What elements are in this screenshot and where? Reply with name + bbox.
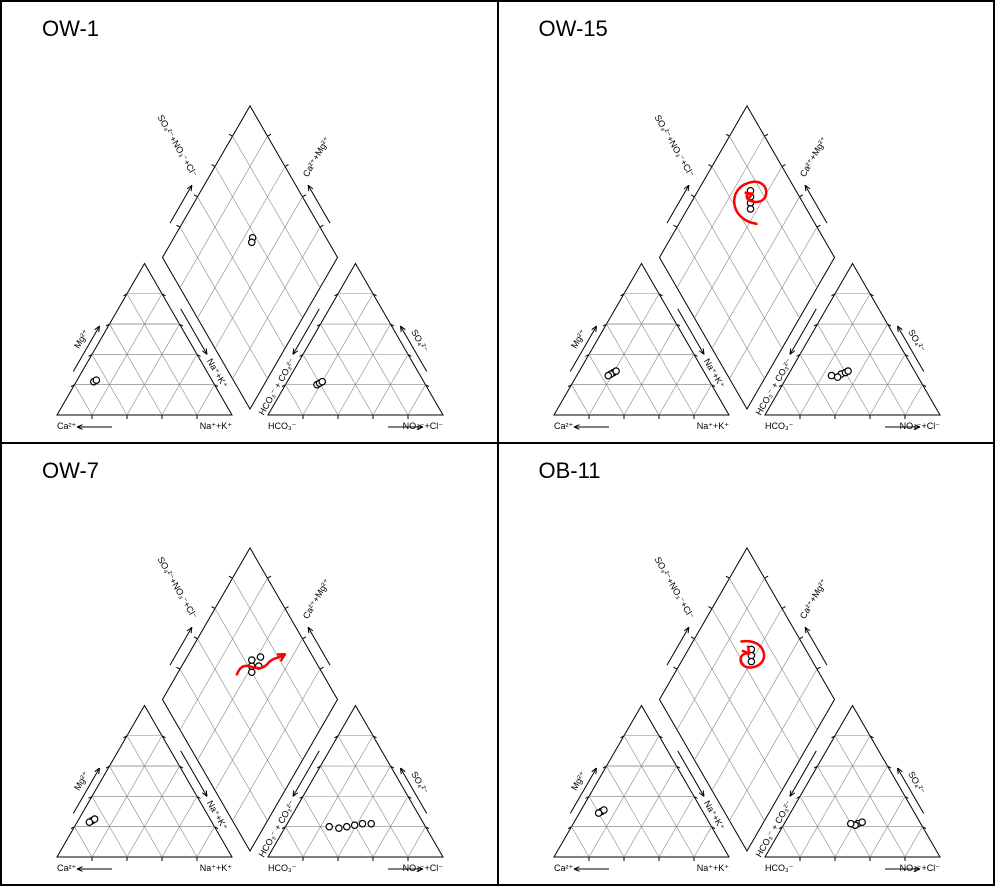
piper-diagram-ow1: Ca²⁺Na⁺+K⁺Mg²⁺Na⁺+K⁺HCO₃⁻NO₃⁻+Cl⁻HCO₃⁻ +… bbox=[2, 2, 498, 443]
piper-diagram-ob11: Ca²⁺Na⁺+K⁺Mg²⁺Na⁺+K⁺HCO₃⁻NO₃⁻+Cl⁻HCO₃⁻ +… bbox=[499, 444, 995, 885]
svg-text:NO₃⁻+Cl⁻: NO₃⁻+Cl⁻ bbox=[403, 863, 444, 873]
svg-text:NO₃⁻+Cl⁻: NO₃⁻+Cl⁻ bbox=[403, 421, 444, 431]
svg-text:NO₃⁻+Cl⁻: NO₃⁻+Cl⁻ bbox=[899, 421, 940, 431]
panel-ow15: OW-15 Ca²⁺Na⁺+K⁺Mg²⁺Na⁺+K⁺HCO₃⁻NO₃⁻+Cl⁻H… bbox=[498, 1, 995, 443]
panel-title: OB-11 bbox=[539, 458, 601, 484]
svg-text:Ca²⁺+Mg²⁺: Ca²⁺+Mg²⁺ bbox=[797, 577, 828, 621]
svg-text:HCO₃⁻: HCO₃⁻ bbox=[765, 863, 794, 873]
svg-text:SO₄²⁻: SO₄²⁻ bbox=[409, 328, 430, 354]
svg-text:HCO₃⁻: HCO₃⁻ bbox=[765, 421, 794, 431]
svg-text:Na⁺+K⁺: Na⁺+K⁺ bbox=[696, 863, 729, 873]
svg-text:Mg²⁺: Mg²⁺ bbox=[569, 327, 588, 350]
svg-text:SO₄²⁻+NO₃⁻+Cl⁻: SO₄²⁻+NO₃⁻+Cl⁻ bbox=[155, 113, 199, 179]
svg-text:NO₃⁻+Cl⁻: NO₃⁻+Cl⁻ bbox=[899, 863, 940, 873]
svg-text:SO₄²⁻+NO₃⁻+Cl⁻: SO₄²⁻+NO₃⁻+Cl⁻ bbox=[652, 113, 696, 179]
panel-title: OW-7 bbox=[42, 458, 99, 484]
svg-text:Ca²⁺: Ca²⁺ bbox=[554, 421, 574, 431]
panel-ow7: OW-7 Ca²⁺Na⁺+K⁺Mg²⁺Na⁺+K⁺HCO₃⁻NO₃⁻+Cl⁻HC… bbox=[1, 443, 498, 885]
svg-text:SO₄²⁻+NO₃⁻+Cl⁻: SO₄²⁻+NO₃⁻+Cl⁻ bbox=[155, 555, 199, 621]
svg-text:Ca²⁺: Ca²⁺ bbox=[57, 863, 77, 873]
svg-text:SO₄²⁻: SO₄²⁻ bbox=[409, 770, 430, 796]
panel-title: OW-1 bbox=[42, 16, 99, 42]
svg-text:Ca²⁺: Ca²⁺ bbox=[57, 421, 77, 431]
svg-text:SO₄²⁻+NO₃⁻+Cl⁻: SO₄²⁻+NO₃⁻+Cl⁻ bbox=[652, 555, 696, 621]
svg-text:Ca²⁺+Mg²⁺: Ca²⁺+Mg²⁺ bbox=[301, 577, 332, 621]
svg-text:Mg²⁺: Mg²⁺ bbox=[569, 769, 588, 792]
svg-text:Na⁺+K⁺: Na⁺+K⁺ bbox=[200, 863, 233, 873]
panel-ow1: OW-1 Ca²⁺Na⁺+K⁺Mg²⁺Na⁺+K⁺HCO₃⁻NO₃⁻+Cl⁻HC… bbox=[1, 1, 498, 443]
piper-diagram-ow15: Ca²⁺Na⁺+K⁺Mg²⁺Na⁺+K⁺HCO₃⁻NO₃⁻+Cl⁻HCO₃⁻ +… bbox=[499, 2, 995, 443]
svg-text:Na⁺+K⁺: Na⁺+K⁺ bbox=[200, 421, 233, 431]
svg-text:Ca²⁺+Mg²⁺: Ca²⁺+Mg²⁺ bbox=[301, 135, 332, 179]
svg-text:HCO₃⁻: HCO₃⁻ bbox=[268, 421, 297, 431]
svg-text:SO₄²⁻: SO₄²⁻ bbox=[906, 328, 927, 354]
svg-text:Mg²⁺: Mg²⁺ bbox=[72, 327, 91, 350]
svg-text:Ca²⁺+Mg²⁺: Ca²⁺+Mg²⁺ bbox=[797, 135, 828, 179]
svg-text:Na⁺+K⁺: Na⁺+K⁺ bbox=[696, 421, 729, 431]
svg-text:SO₄²⁻: SO₄²⁻ bbox=[906, 770, 927, 796]
panel-ob11: OB-11 Ca²⁺Na⁺+K⁺Mg²⁺Na⁺+K⁺HCO₃⁻NO₃⁻+Cl⁻H… bbox=[498, 443, 995, 885]
svg-text:Mg²⁺: Mg²⁺ bbox=[72, 769, 91, 792]
piper-diagram-ow7: Ca²⁺Na⁺+K⁺Mg²⁺Na⁺+K⁺HCO₃⁻NO₃⁻+Cl⁻HCO₃⁻ +… bbox=[2, 444, 498, 885]
svg-text:HCO₃⁻: HCO₃⁻ bbox=[268, 863, 297, 873]
piper-figure-grid: OW-1 Ca²⁺ Na⁺+K⁺ Mg²⁺ Na⁺+K⁺ HCO₃⁻ NO₃⁻+Cl⁻ HC… bbox=[0, 0, 995, 886]
svg-text:Ca²⁺: Ca²⁺ bbox=[554, 863, 574, 873]
panel-title: OW-15 bbox=[539, 16, 608, 42]
